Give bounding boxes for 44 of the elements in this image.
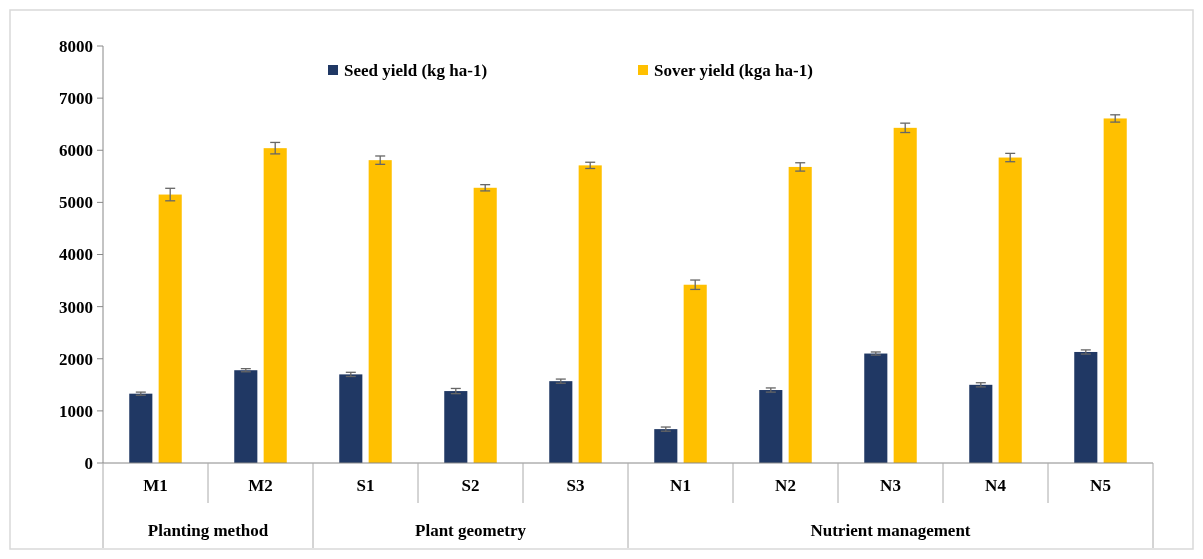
bar (263, 148, 287, 463)
x-tick-label: S2 (461, 476, 480, 495)
text: Planting method (147, 521, 269, 540)
bar (444, 391, 468, 463)
x-tick-label: N1 (670, 476, 691, 495)
bar (864, 353, 888, 463)
bar (368, 160, 392, 463)
bar (788, 166, 812, 463)
x-tick-label: N5 (1090, 476, 1111, 495)
y-tick-label: 0 (84, 453, 93, 473)
bar (683, 284, 707, 463)
y-tick-label: 8000 (59, 36, 93, 56)
bar (654, 429, 678, 463)
bar (893, 127, 917, 463)
text: Plant geometry (415, 521, 527, 540)
y-tick-label: 7000 (59, 89, 93, 109)
bar (158, 194, 182, 463)
text: Nutrient management (810, 521, 971, 540)
x-tick-label: M1 (143, 476, 168, 495)
legend-label: Sover yield (kga ha-1) (654, 60, 813, 80)
legend-label: Seed yield (kg ha-1) (344, 60, 488, 80)
bar (129, 393, 153, 463)
bar (969, 384, 993, 463)
bar (1074, 351, 1098, 463)
x-tick-label: N3 (880, 476, 901, 495)
bar (234, 370, 258, 463)
y-tick-label: 2000 (59, 349, 93, 369)
y-tick-label: 1000 (59, 401, 93, 421)
y-tick-label: 4000 (59, 245, 93, 265)
x-tick-label: N4 (985, 476, 1007, 495)
y-tick-label: 5000 (59, 193, 93, 213)
bar (473, 187, 497, 463)
bar (339, 374, 363, 463)
x-tick-label: M2 (248, 476, 273, 495)
bar (549, 381, 573, 463)
y-tick-label: 6000 (59, 141, 93, 161)
x-tick-label: S1 (356, 476, 375, 495)
bar (1103, 118, 1127, 463)
bar (998, 157, 1022, 463)
bar (759, 390, 783, 463)
x-tick-label: N2 (775, 476, 796, 495)
y-tick-label: 3000 (59, 297, 93, 317)
bar (578, 165, 602, 463)
x-tick-label: S3 (566, 476, 585, 495)
